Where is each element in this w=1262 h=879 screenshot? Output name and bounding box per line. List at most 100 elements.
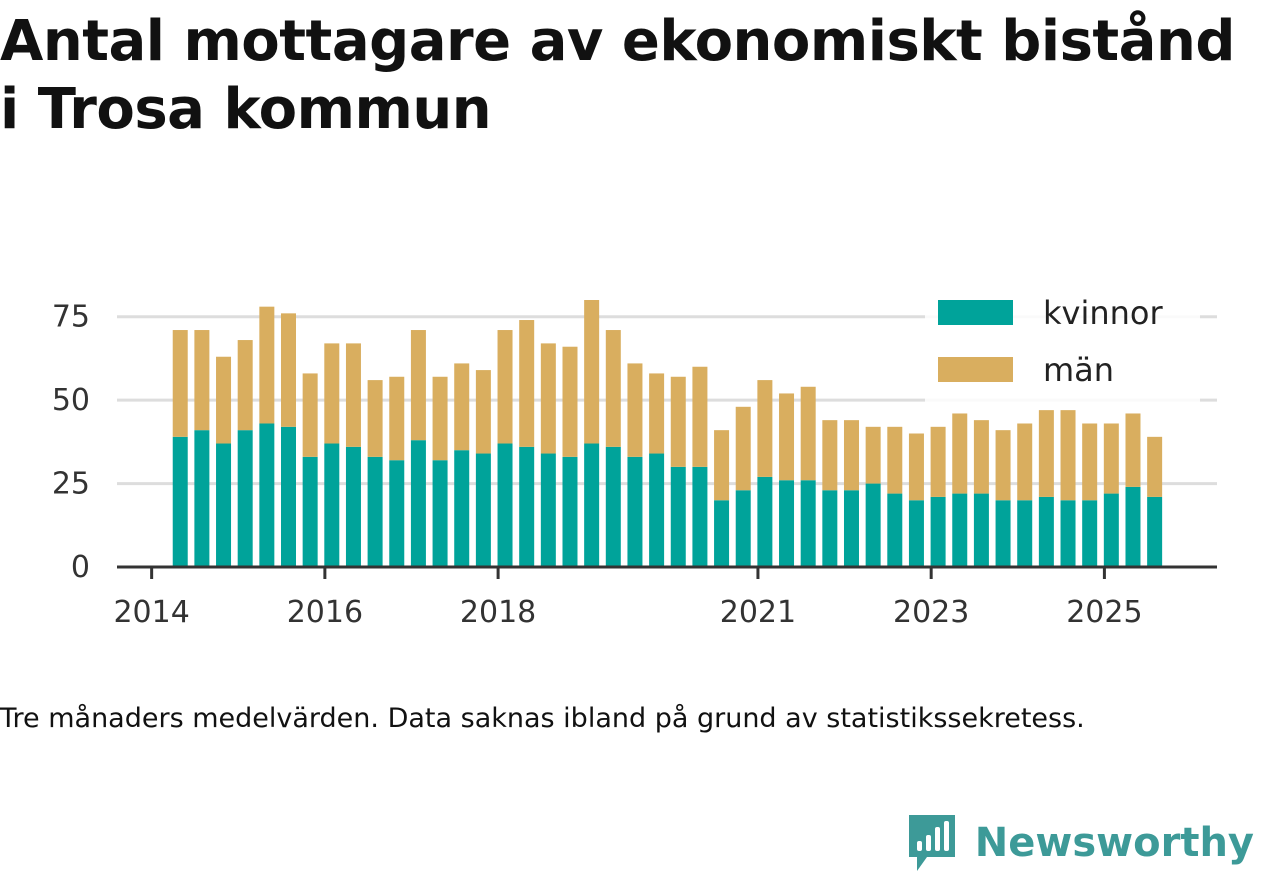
bar-kvinnor (1103, 493, 1119, 567)
bar-man (410, 330, 426, 441)
bar-kvinnor (562, 456, 578, 567)
bar-man (454, 363, 470, 451)
chart-title: Antal mottagare av ekonomiskt bistånd i … (0, 9, 1235, 142)
bar-man (497, 330, 513, 444)
bar-man (1038, 410, 1054, 497)
bar-man (649, 373, 665, 454)
bar-kvinnor (670, 466, 686, 567)
bar-man (973, 420, 989, 494)
bar-kvinnor (172, 436, 188, 567)
bar-kvinnor (1082, 500, 1098, 567)
bar-man (757, 380, 773, 477)
bar-man (237, 340, 253, 431)
bar-kvinnor (757, 476, 773, 567)
bar-kvinnor (194, 430, 210, 567)
bar-kvinnor (865, 483, 881, 567)
bar-man (389, 376, 405, 461)
bar-kvinnor (952, 493, 968, 567)
axes: 0 25 50 75 2014 2016 2018 2021 2023 2025 (52, 300, 1217, 630)
bar-man (1017, 423, 1033, 501)
bar-kvinnor (259, 423, 275, 567)
bar-man (735, 406, 751, 491)
x-tick-label: 2025 (1066, 595, 1142, 630)
bar-man (584, 300, 600, 444)
bar-kvinnor (1060, 500, 1076, 567)
bar-man (345, 343, 361, 447)
bar-kvinnor (779, 480, 795, 567)
bar-kvinnor (930, 496, 946, 567)
bar-kvinnor (1017, 500, 1033, 567)
bar-man (800, 386, 816, 481)
bar-kvinnor (216, 443, 232, 567)
bar-man (1125, 413, 1141, 487)
bar-man (627, 363, 643, 457)
bar-kvinnor (454, 450, 470, 567)
bar-man (865, 426, 881, 484)
newsworthy-logo-icon (908, 815, 955, 871)
bar-kvinnor (627, 456, 643, 567)
brand-logo: Newsworthy (907, 813, 1254, 873)
bar-man (194, 330, 210, 431)
bar-man (952, 413, 968, 494)
legend-label-kvinnor: kvinnor (1043, 294, 1164, 332)
bar-man (519, 320, 535, 447)
bar-man (670, 376, 686, 467)
bar-kvinnor (497, 443, 513, 567)
y-tick-label: 25 (52, 467, 90, 502)
bar-kvinnor (973, 493, 989, 567)
x-tick-label: 2014 (113, 595, 189, 630)
bar-kvinnor (843, 490, 859, 567)
bar-kvinnor (714, 500, 730, 567)
bar-kvinnor (432, 460, 448, 567)
legend-label-man: män (1043, 351, 1114, 389)
bar-kvinnor (995, 500, 1011, 567)
bar-kvinnor (649, 453, 665, 567)
bar-man (887, 426, 903, 494)
bar-man (259, 306, 275, 424)
bar-kvinnor (735, 490, 751, 567)
bar-man (172, 330, 188, 437)
bar-kvinnor (800, 480, 816, 567)
bar-man (1060, 410, 1076, 501)
bar-man (216, 356, 232, 444)
bar-man (302, 373, 318, 457)
bar-man (692, 366, 708, 467)
bar-man (1103, 423, 1119, 494)
bar-kvinnor (1125, 486, 1141, 567)
bars (172, 300, 1163, 567)
bar-kvinnor (475, 453, 491, 567)
bar-man (475, 370, 491, 454)
bar-man (280, 313, 296, 427)
x-tick-label: 2021 (720, 595, 796, 630)
bar-kvinnor (519, 446, 535, 567)
bar-kvinnor (908, 500, 924, 567)
bar-man (432, 376, 448, 461)
bar-kvinnor (367, 456, 383, 567)
chart-caption: Tre månaders medelvärden. Data saknas ib… (0, 703, 1085, 734)
bar-man (367, 380, 383, 457)
legend-swatch-man (938, 357, 1013, 382)
bar-man (908, 433, 924, 501)
bar-kvinnor (1038, 496, 1054, 567)
bar-kvinnor (1147, 496, 1163, 567)
bar-kvinnor (280, 426, 296, 567)
y-tick-label: 50 (52, 383, 90, 418)
bar-man (995, 430, 1011, 501)
bar-kvinnor (540, 453, 556, 567)
bar-kvinnor (389, 460, 405, 567)
bar-kvinnor (324, 443, 340, 567)
bar-kvinnor (822, 490, 838, 567)
bar-kvinnor (302, 456, 318, 567)
stacked-bar-chart: 0 25 50 75 2014 2016 2018 2021 2023 2025 kvinnor m… (52, 288, 1217, 630)
bar-man (843, 420, 859, 491)
bar-man (562, 346, 578, 457)
bar-man (779, 393, 795, 481)
bar-man (324, 343, 340, 444)
y-tick-label: 0 (71, 550, 90, 585)
x-tick-label: 2018 (460, 595, 536, 630)
legend: kvinnor män (925, 288, 1200, 403)
bar-man (714, 430, 730, 501)
bar-kvinnor (410, 440, 426, 567)
bar-man (540, 343, 556, 454)
bar-kvinnor (887, 493, 903, 567)
